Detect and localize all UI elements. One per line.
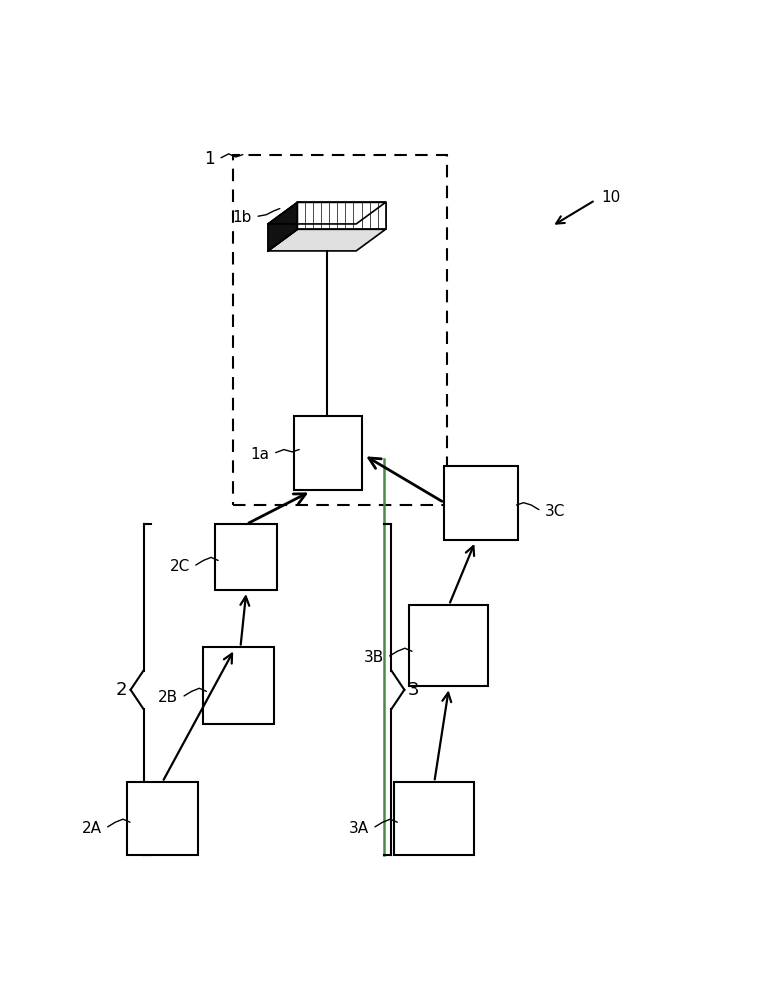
- Polygon shape: [268, 229, 386, 251]
- Text: 1: 1: [205, 150, 215, 168]
- Bar: [444, 466, 518, 540]
- Polygon shape: [268, 202, 297, 251]
- Polygon shape: [268, 202, 386, 224]
- Text: 10: 10: [601, 190, 620, 205]
- Bar: [215, 524, 277, 590]
- Bar: [233, 155, 447, 505]
- Text: 3B: 3B: [364, 650, 384, 665]
- Text: 3C: 3C: [545, 504, 565, 519]
- Text: 2: 2: [116, 681, 127, 699]
- Bar: [203, 647, 274, 724]
- Bar: [295, 416, 362, 490]
- Text: 3A: 3A: [349, 821, 369, 836]
- Text: 3: 3: [407, 681, 419, 699]
- Polygon shape: [268, 202, 297, 251]
- Polygon shape: [297, 202, 386, 229]
- Bar: [409, 605, 488, 686]
- Text: 2C: 2C: [170, 559, 190, 574]
- Text: 1b: 1b: [233, 210, 252, 225]
- Text: 2B: 2B: [158, 690, 178, 705]
- Bar: [127, 782, 198, 855]
- Bar: [394, 782, 474, 855]
- Text: 1a: 1a: [251, 447, 270, 462]
- Text: 2A: 2A: [82, 821, 102, 836]
